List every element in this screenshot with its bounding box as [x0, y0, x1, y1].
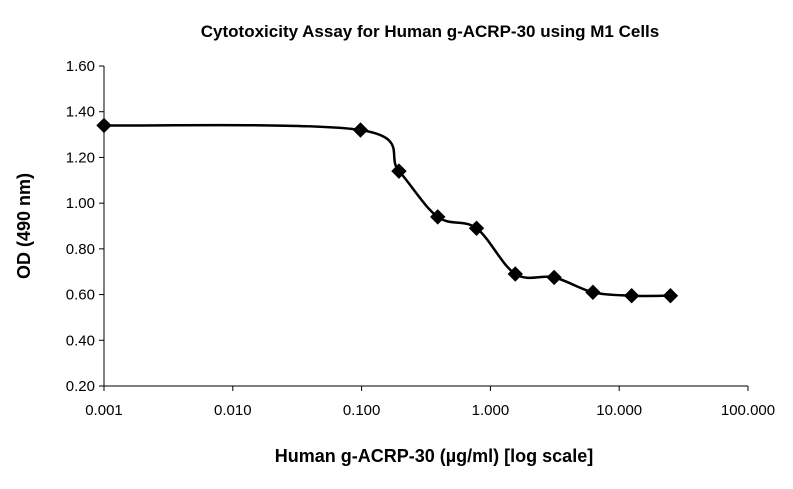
data-point	[430, 209, 446, 225]
data-point	[662, 288, 679, 304]
data-point	[468, 220, 485, 236]
x-tick-label: 10.000	[596, 402, 642, 419]
data-point	[546, 269, 562, 286]
chart-title: Cytotoxicity Assay for Human g-ACRP-30 u…	[201, 22, 659, 41]
data-point	[585, 284, 601, 300]
data-point	[391, 163, 407, 179]
y-tick-label: 1.60	[66, 58, 95, 75]
plot-area: 0.20 0.40 0.60 0.80 1.00 1.20 1.40 1.60 0.001 0.0…	[66, 58, 775, 419]
data-point	[623, 288, 640, 304]
y-tick-label: 1.40	[66, 104, 95, 121]
x-tick-label: 1.000	[472, 402, 510, 419]
x-tick-label: 100.000	[721, 402, 775, 419]
y-tick-label: 0.80	[66, 241, 95, 258]
y-tick-label: 0.40	[66, 332, 95, 349]
data-point	[96, 117, 112, 134]
data-point	[352, 122, 369, 138]
x-tick-label: 0.010	[214, 402, 252, 419]
y-tick-label: 0.60	[66, 287, 95, 304]
x-tick-label: 0.100	[343, 402, 381, 419]
data-point	[507, 266, 523, 282]
y-axis-title: OD (490 nm)	[14, 173, 34, 279]
series-line	[103, 123, 671, 298]
y-tick-label: 1.00	[66, 195, 95, 212]
y-tick-label: 0.20	[66, 378, 95, 395]
y-tick-label: 1.20	[66, 149, 95, 166]
x-tick-label: 0.001	[85, 402, 123, 419]
x-axis-title: Human g-ACRP-30 (µg/ml) [log scale]	[275, 446, 593, 466]
